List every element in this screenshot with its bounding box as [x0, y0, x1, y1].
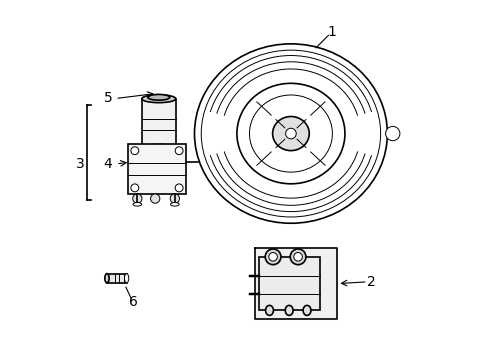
Ellipse shape	[303, 305, 310, 315]
Ellipse shape	[142, 144, 175, 150]
Bar	[128, 144, 185, 194]
Bar	[142, 99, 175, 147]
Bar	[107, 274, 126, 283]
Bar	[258, 257, 319, 310]
Polygon shape	[255, 248, 337, 319]
Ellipse shape	[265, 305, 273, 315]
Text: 2: 2	[366, 275, 375, 289]
Ellipse shape	[272, 117, 308, 150]
Circle shape	[150, 194, 160, 203]
Circle shape	[131, 147, 139, 155]
Circle shape	[264, 249, 281, 265]
Ellipse shape	[133, 203, 142, 206]
Circle shape	[268, 252, 277, 261]
Circle shape	[175, 184, 183, 192]
Ellipse shape	[142, 95, 175, 103]
Ellipse shape	[285, 305, 292, 315]
Ellipse shape	[194, 44, 386, 223]
Ellipse shape	[170, 203, 179, 206]
Circle shape	[131, 184, 139, 192]
Circle shape	[385, 126, 399, 141]
Text: 1: 1	[327, 25, 336, 39]
Ellipse shape	[249, 95, 332, 172]
Circle shape	[170, 194, 179, 203]
Text: 3: 3	[76, 157, 84, 171]
Circle shape	[293, 252, 302, 261]
Text: 6: 6	[128, 295, 137, 309]
Text: 5: 5	[103, 91, 112, 105]
Circle shape	[285, 128, 296, 139]
Ellipse shape	[124, 274, 128, 283]
Circle shape	[290, 249, 305, 265]
Ellipse shape	[237, 83, 344, 184]
Circle shape	[132, 194, 142, 203]
Ellipse shape	[147, 94, 169, 100]
Ellipse shape	[201, 50, 380, 217]
Circle shape	[175, 147, 183, 155]
Text: 4: 4	[103, 157, 112, 171]
Ellipse shape	[104, 274, 109, 283]
